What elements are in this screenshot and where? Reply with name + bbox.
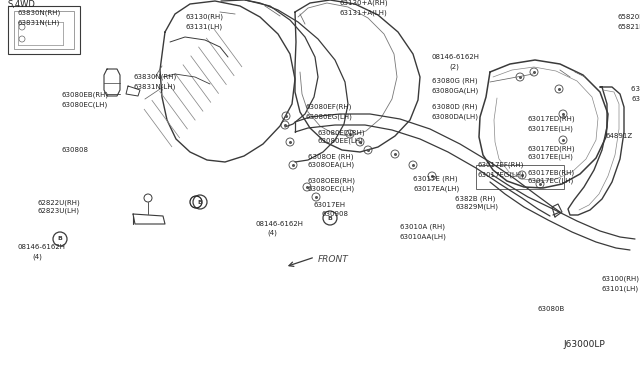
Text: 63080EB(RH): 63080EB(RH) (62, 92, 109, 99)
Text: 63831N(LH): 63831N(LH) (18, 19, 60, 26)
Text: 63080D (RH): 63080D (RH) (432, 104, 477, 110)
Text: 63830N(RH): 63830N(RH) (133, 74, 176, 80)
Text: 63017EB(RH): 63017EB(RH) (528, 169, 575, 176)
Text: 63100(RH): 63100(RH) (601, 276, 639, 282)
Text: 62822U(RH): 62822U(RH) (38, 199, 81, 205)
Text: S,4WD: S,4WD (8, 0, 36, 9)
Text: 63080GA(LH): 63080GA(LH) (432, 87, 479, 93)
Text: (2): (2) (449, 63, 459, 70)
Text: 63010A (RH): 63010A (RH) (631, 86, 640, 93)
Text: 63130(RH): 63130(RH) (185, 14, 223, 20)
Text: (4): (4) (32, 253, 42, 260)
Text: 63830N(RH): 63830N(RH) (18, 10, 61, 16)
Text: 6382B (RH): 6382B (RH) (455, 195, 495, 202)
Text: FRONT: FRONT (318, 256, 349, 264)
Text: 6308OE (RH): 6308OE (RH) (308, 153, 353, 160)
Text: 630808: 630808 (62, 147, 89, 153)
Text: 08146-6162H: 08146-6162H (255, 221, 303, 227)
Text: 63017ED(RH): 63017ED(RH) (528, 116, 575, 122)
Text: 65821M(LH): 65821M(LH) (618, 23, 640, 29)
Text: 63080EF(RH): 63080EF(RH) (305, 104, 351, 110)
Bar (8, 6, 80, 54)
Text: 63080EE(LH): 63080EE(LH) (318, 138, 364, 144)
Text: 62823U(LH): 62823U(LH) (38, 208, 80, 215)
Text: 63017EC(LH): 63017EC(LH) (528, 178, 574, 185)
Text: 6308OEC(LH): 6308OEC(LH) (308, 186, 355, 192)
Text: 63131+A(LH): 63131+A(LH) (340, 9, 388, 16)
Text: B: B (328, 215, 332, 221)
Text: 63080G (RH): 63080G (RH) (432, 78, 477, 84)
Text: 65820M(RH): 65820M(RH) (618, 14, 640, 20)
Text: 63010A (RH): 63010A (RH) (400, 224, 445, 231)
Text: 64891Z: 64891Z (606, 133, 633, 139)
Text: B: B (58, 237, 63, 241)
Text: 63080ED(RH): 63080ED(RH) (318, 129, 365, 135)
Text: 63131(LH): 63131(LH) (185, 23, 222, 29)
Text: 63017EE(LH): 63017EE(LH) (528, 125, 574, 131)
Text: 63831N(LH): 63831N(LH) (133, 83, 175, 90)
Text: 63080EG(LH): 63080EG(LH) (305, 113, 352, 119)
Text: 63017EE(LH): 63017EE(LH) (528, 154, 574, 160)
Text: 63017EF(RH): 63017EF(RH) (478, 162, 524, 169)
Text: 63080EC(LH): 63080EC(LH) (62, 101, 108, 108)
Bar (476, 165, 564, 189)
Text: J63000LP: J63000LP (563, 340, 605, 349)
Text: 63017EG(LH): 63017EG(LH) (478, 171, 525, 177)
Text: 63101(LH): 63101(LH) (601, 285, 638, 292)
Text: 6308OEA(LH): 6308OEA(LH) (308, 162, 355, 169)
Text: 63017ED(RH): 63017ED(RH) (528, 145, 575, 151)
Text: 08146-6162H: 08146-6162H (432, 54, 480, 60)
Text: 63080DA(LH): 63080DA(LH) (432, 113, 479, 119)
Text: (4): (4) (267, 230, 277, 237)
Text: B: B (198, 199, 202, 205)
Text: 63080B: 63080B (537, 306, 564, 312)
Text: 63829M(LH): 63829M(LH) (455, 204, 498, 211)
Text: 63017E (RH): 63017E (RH) (413, 176, 458, 183)
Text: 08146-6162H: 08146-6162H (18, 244, 66, 250)
Text: 63017EH: 63017EH (313, 202, 345, 208)
Text: 630908: 630908 (322, 211, 349, 217)
Bar (14, 11, 74, 49)
Text: 6308OEB(RH): 6308OEB(RH) (308, 177, 356, 183)
Text: 63017EA(LH): 63017EA(LH) (413, 185, 460, 192)
Text: 63010AA(LH): 63010AA(LH) (400, 233, 447, 240)
Text: 63130+A(RH): 63130+A(RH) (340, 0, 388, 6)
Text: 63010AA(LH): 63010AA(LH) (631, 95, 640, 102)
